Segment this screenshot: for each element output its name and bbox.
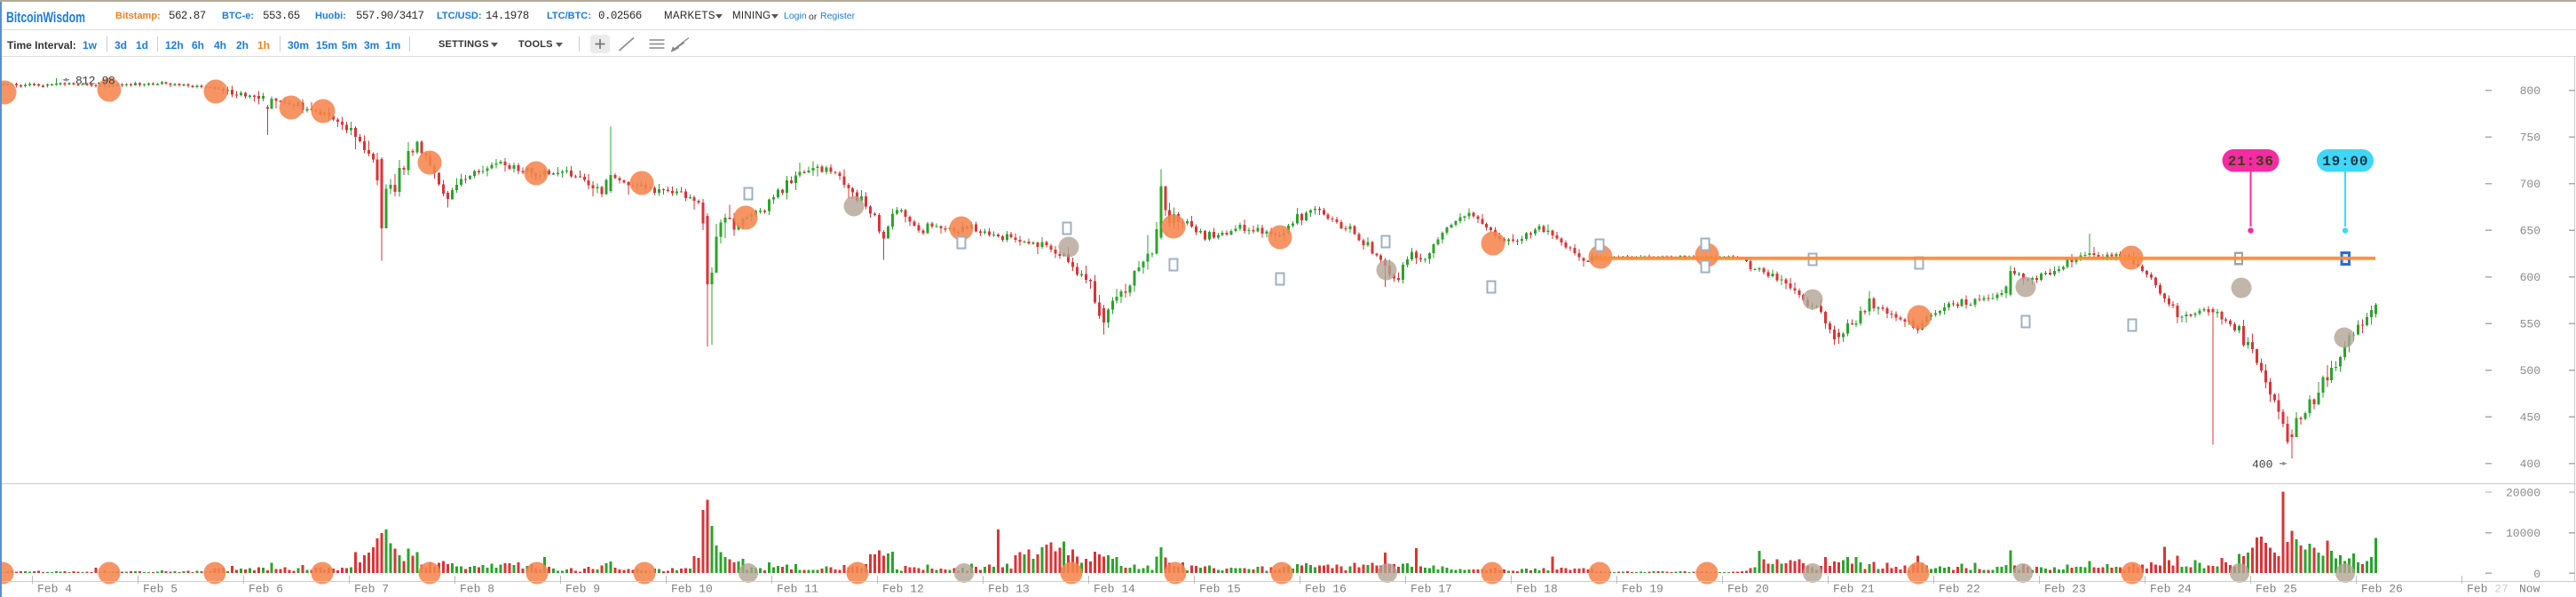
svg-text:400: 400 xyxy=(2252,458,2272,472)
svg-text:Feb 12: Feb 12 xyxy=(882,583,924,596)
svg-text:Feb 25: Feb 25 xyxy=(2256,583,2297,596)
svg-text:Feb 21: Feb 21 xyxy=(1833,583,1875,596)
svg-text:Feb 5: Feb 5 xyxy=(143,583,178,596)
svg-text:700: 700 xyxy=(2520,178,2540,191)
svg-text:20000: 20000 xyxy=(2506,487,2540,500)
svg-text:650: 650 xyxy=(2520,225,2540,238)
svg-text:550: 550 xyxy=(2520,318,2540,331)
svg-text:500: 500 xyxy=(2520,364,2540,378)
svg-text:Feb 17: Feb 17 xyxy=(1410,583,1452,596)
svg-text:10000: 10000 xyxy=(2506,527,2540,540)
svg-text:Feb 16: Feb 16 xyxy=(1305,583,1347,596)
svg-text:400: 400 xyxy=(2520,458,2540,471)
svg-text:Feb 24: Feb 24 xyxy=(2150,583,2192,596)
svg-text:Feb 10: Feb 10 xyxy=(671,583,713,596)
svg-text:Feb 4: Feb 4 xyxy=(37,583,72,596)
svg-text:Feb 18: Feb 18 xyxy=(1516,583,1558,596)
svg-text:21:36: 21:36 xyxy=(2228,154,2274,170)
svg-text:Feb 26: Feb 26 xyxy=(2361,583,2403,596)
svg-text:Feb 7: Feb 7 xyxy=(354,583,389,596)
svg-text:Feb 13: Feb 13 xyxy=(988,583,1030,596)
svg-text:0: 0 xyxy=(2533,568,2540,581)
svg-text:Feb 9: Feb 9 xyxy=(565,583,600,596)
svg-text:Feb 8: Feb 8 xyxy=(460,583,494,596)
svg-text:450: 450 xyxy=(2520,411,2540,425)
svg-text:19:00: 19:00 xyxy=(2322,154,2368,170)
svg-text:Feb 22: Feb 22 xyxy=(1939,583,1980,596)
svg-text:Now: Now xyxy=(2519,583,2540,596)
svg-text:Feb 27: Feb 27 xyxy=(2467,583,2509,596)
svg-text:Feb 19: Feb 19 xyxy=(1622,583,1663,596)
svg-text:Feb 15: Feb 15 xyxy=(1199,583,1241,596)
svg-text:800: 800 xyxy=(2520,84,2540,98)
svg-text:Feb 20: Feb 20 xyxy=(1727,583,1769,596)
svg-text:Feb 14: Feb 14 xyxy=(1094,583,1135,596)
svg-text:Feb 11: Feb 11 xyxy=(777,583,818,596)
svg-text:Feb 23: Feb 23 xyxy=(2044,583,2086,596)
svg-text:600: 600 xyxy=(2520,271,2540,284)
svg-text:Feb 6: Feb 6 xyxy=(249,583,283,596)
svg-text:812.98: 812.98 xyxy=(75,75,115,88)
svg-text:750: 750 xyxy=(2520,131,2540,145)
